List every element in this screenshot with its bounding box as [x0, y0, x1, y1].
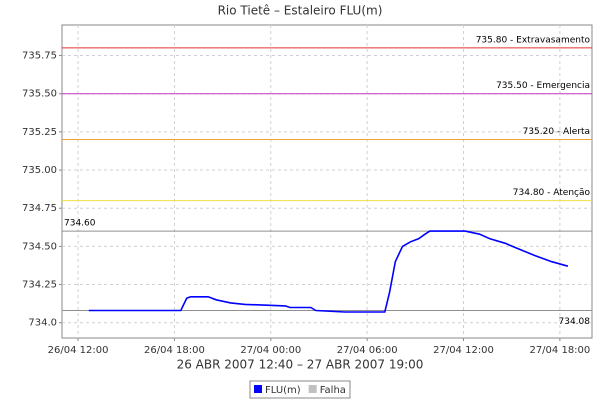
y-tick-label: 734.0 [28, 318, 57, 329]
y-tick-label: 735.50 [22, 89, 57, 100]
y-tick-label: 735.75 [22, 51, 57, 62]
threshold-label: 734.08 [559, 317, 591, 327]
legend [249, 380, 351, 399]
threshold-label: 735.20 - Alerta [523, 127, 590, 137]
legend-swatch [308, 385, 317, 393]
x-tick-label: 26/04 18:00 [144, 345, 205, 356]
legend-swatch [254, 385, 262, 393]
x-tick-label: 26/04 12:00 [48, 345, 109, 356]
y-tick-label: 735.00 [22, 165, 57, 176]
y-tick-label: 734.75 [22, 203, 57, 214]
y-tick-label: 735.25 [22, 127, 57, 138]
x-tick-label: 27/04 18:00 [529, 345, 590, 356]
y-tick-label: 734.50 [22, 241, 57, 252]
data-line [88, 230, 569, 313]
x-axis-label: 26 ABR 2007 12:40 – 27 ABR 2007 19:00 [177, 358, 424, 372]
threshold-label: 734.60 [64, 219, 96, 229]
y-tick-label: 734.25 [22, 280, 57, 291]
threshold-label: 734.80 - Atenção [513, 188, 591, 198]
x-tick-label: 27/04 12:00 [433, 345, 494, 356]
chart-title: Rio Tietê – Estaleiro FLU(m) [218, 4, 383, 18]
legend-label: FLU(m) [265, 385, 301, 396]
plot-area [61, 24, 593, 339]
threshold-label: 735.50 - Emergencia [496, 81, 590, 91]
threshold-label: 735.80 - Extravasamento [476, 35, 591, 45]
legend-label: Falha [320, 385, 346, 396]
x-tick-label: 27/04 00:00 [240, 345, 301, 356]
x-tick-label: 27/04 06:00 [337, 345, 398, 356]
